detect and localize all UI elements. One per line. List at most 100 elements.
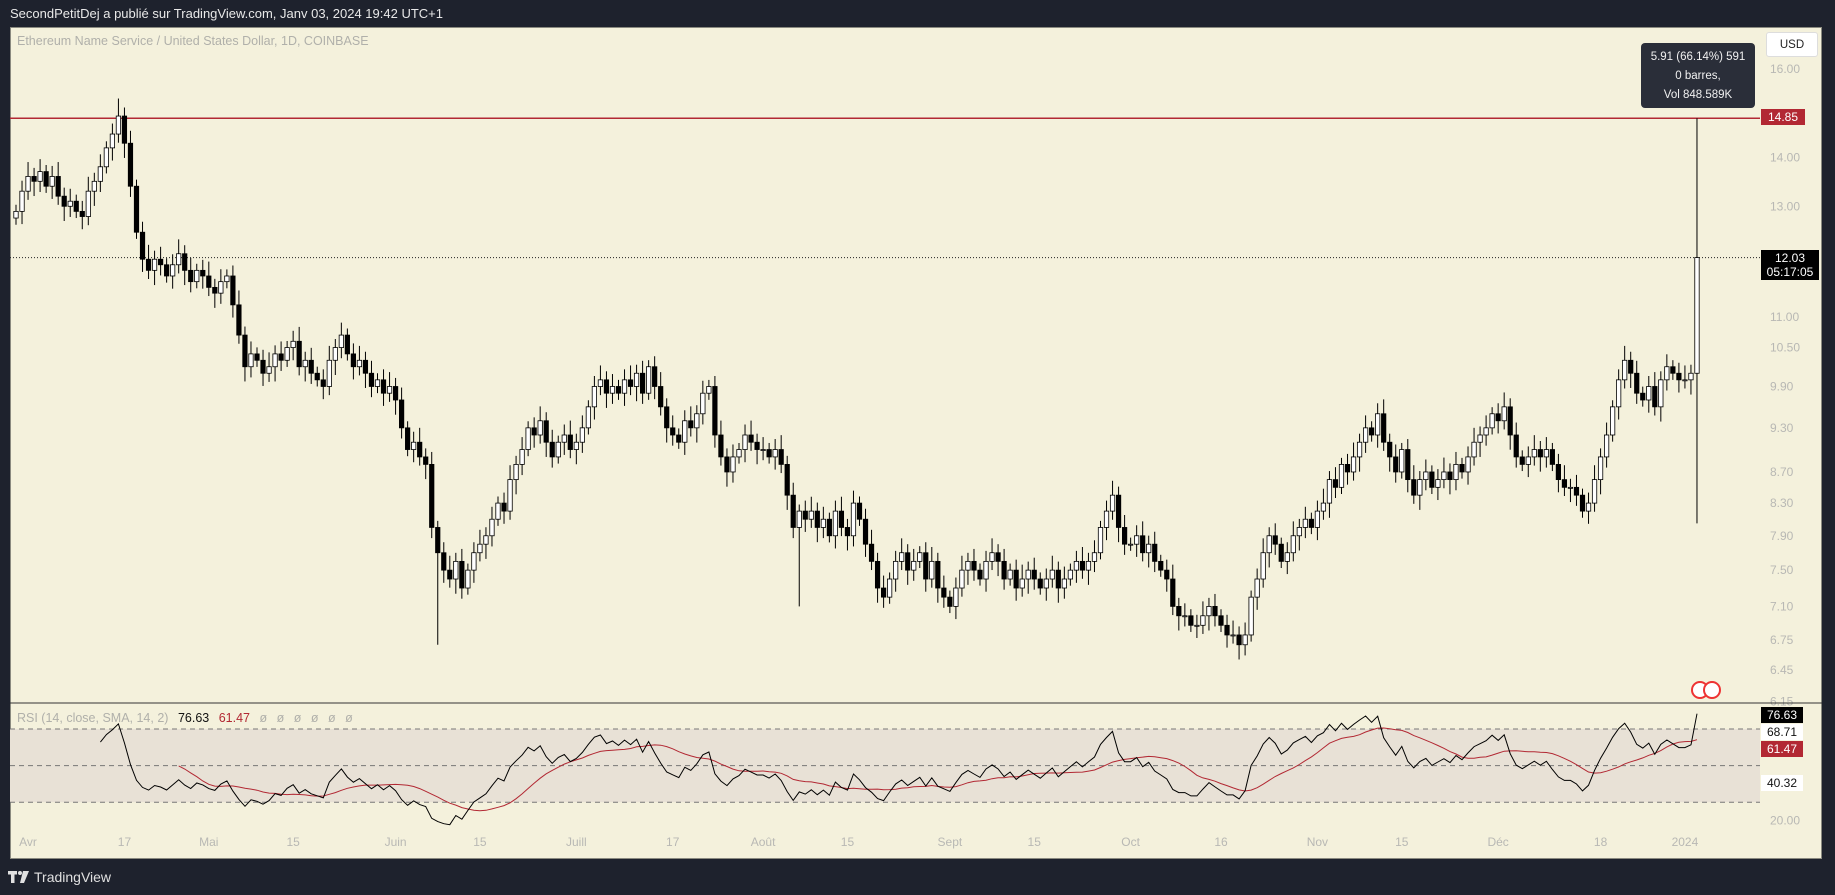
candle-down	[1344, 464, 1351, 473]
last-price-label: 12.03 05:17:05	[1761, 250, 1819, 280]
footer-logo[interactable]: TradingView	[8, 869, 111, 885]
candle-down	[1549, 449, 1555, 465]
candle-up	[1567, 486, 1574, 489]
candle-down	[200, 269, 206, 277]
candle-down	[278, 353, 284, 361]
candle-up	[1061, 578, 1067, 589]
candle-up	[899, 552, 905, 562]
candle-up	[284, 347, 290, 361]
candle-up	[1314, 510, 1320, 528]
candle-up	[1128, 543, 1134, 546]
candle-up	[1290, 535, 1296, 554]
rsi-sma-label: 61.47	[1761, 741, 1803, 757]
candle-up	[1085, 560, 1092, 571]
chart-panel[interactable]	[10, 27, 1822, 859]
price-tick: 10.50	[1770, 341, 1800, 355]
candle-up	[621, 379, 628, 394]
candle-down	[844, 527, 851, 537]
candle-down	[766, 449, 772, 458]
candle-up	[1134, 535, 1140, 545]
candle-down	[754, 441, 760, 450]
empty-value: ø	[345, 711, 353, 725]
symbol-title: Ethereum Name Service / United States Do…	[17, 34, 369, 48]
candle-down	[905, 552, 911, 571]
candle-up	[1597, 456, 1604, 481]
candle-up	[911, 560, 917, 571]
candle-down	[724, 456, 730, 473]
tooltip-line: Vol 848.589K	[1663, 89, 1733, 101]
candle-up	[513, 464, 519, 481]
empty-value: ø	[310, 711, 319, 725]
rsi-sma-value: 61.47	[218, 711, 250, 725]
candle-up	[1284, 552, 1290, 562]
candle-down	[1272, 535, 1278, 545]
time-tick: Mai	[199, 835, 218, 849]
candle-up	[1025, 569, 1031, 580]
candle-up	[1254, 578, 1260, 598]
candle-up	[272, 353, 278, 368]
candle-up	[109, 133, 115, 149]
price-tick: 7.90	[1770, 529, 1794, 543]
candle-up	[176, 253, 182, 266]
candle-down	[1224, 624, 1230, 636]
candle-up	[115, 115, 122, 135]
candle-up	[290, 340, 296, 348]
candle-down	[1176, 605, 1182, 617]
candle-down	[212, 286, 218, 294]
candle-up	[1091, 552, 1098, 562]
candle-down	[380, 379, 387, 394]
candle-up	[959, 569, 965, 589]
candle-up	[1694, 257, 1700, 374]
candle-up	[1610, 406, 1616, 436]
candle-up	[832, 510, 839, 537]
candle-down	[296, 340, 302, 368]
candle-up	[820, 518, 826, 528]
candle-up	[1616, 379, 1622, 408]
candle-down	[79, 210, 85, 217]
candle-down	[543, 420, 549, 443]
candle-up	[1417, 479, 1423, 496]
candle-down	[1158, 560, 1164, 571]
candle-up	[471, 552, 477, 571]
candle-down	[1031, 569, 1037, 580]
rsi-title: RSI (14, close, SMA, 14, 2)	[17, 711, 169, 725]
candle-up	[646, 366, 652, 394]
candle-down	[947, 596, 953, 607]
price-tick: 7.10	[1770, 599, 1794, 613]
candle-down	[1236, 634, 1242, 646]
candle-up	[302, 359, 308, 368]
candle-down	[881, 587, 887, 598]
candle-up	[97, 166, 103, 182]
candle-down	[640, 372, 646, 394]
candle-down	[1308, 518, 1314, 528]
empty-value: ø	[259, 711, 268, 725]
candle-down	[814, 510, 820, 528]
candle-up	[465, 569, 471, 589]
time-tick: Oct	[1121, 835, 1140, 849]
time-tick: 15	[841, 835, 855, 849]
candle-down	[856, 502, 863, 520]
time-tick: Juin	[385, 835, 407, 849]
price-tick: 8.30	[1770, 496, 1794, 510]
candle-down	[423, 456, 429, 465]
time-tick: 17	[118, 835, 132, 849]
candle-down	[1079, 560, 1086, 571]
candle-up	[591, 386, 598, 408]
candle-down	[441, 552, 447, 571]
candle-down	[935, 560, 941, 589]
candle-down	[1555, 464, 1561, 481]
time-tick: Août	[751, 835, 776, 849]
candle-up	[1326, 479, 1333, 504]
candle-up	[1423, 471, 1429, 481]
rsi-upper-label: 68.71	[1761, 724, 1803, 740]
rsi-legend[interactable]: RSI (14, close, SMA, 14, 2) 76.63 61.47 …	[17, 711, 359, 725]
candle-up	[736, 449, 742, 458]
candle-down	[615, 386, 622, 394]
currency-button[interactable]: USD	[1766, 32, 1818, 57]
candle-down	[1218, 615, 1224, 626]
candle-down	[133, 185, 140, 233]
candle-up	[1200, 615, 1206, 626]
price-tick: 16.00	[1770, 62, 1800, 76]
price-tick: 9.90	[1770, 379, 1794, 393]
